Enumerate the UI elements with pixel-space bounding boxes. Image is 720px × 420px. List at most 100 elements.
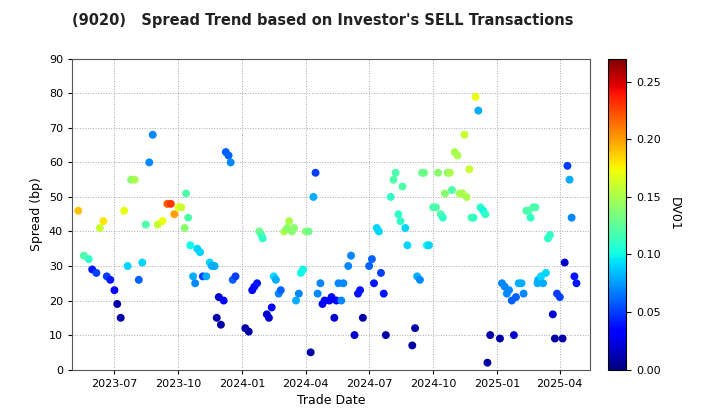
Point xyxy=(566,214,577,221)
Point xyxy=(554,294,565,300)
Point xyxy=(315,280,326,286)
Point xyxy=(499,284,510,290)
Point xyxy=(227,276,238,283)
Point xyxy=(194,249,206,255)
Point xyxy=(530,204,541,211)
Point xyxy=(506,297,518,304)
Point xyxy=(140,221,151,228)
Point xyxy=(310,169,321,176)
Point xyxy=(423,242,435,249)
Point xyxy=(182,214,194,221)
X-axis label: Trade Date: Trade Date xyxy=(297,394,366,407)
Point xyxy=(373,228,384,235)
Point xyxy=(78,252,89,259)
Point xyxy=(569,273,580,280)
Point xyxy=(109,287,120,294)
Point xyxy=(307,194,319,200)
Point xyxy=(533,276,544,283)
Point xyxy=(513,280,524,286)
Point xyxy=(273,290,284,297)
Point xyxy=(275,287,287,294)
Point xyxy=(129,176,140,183)
Point xyxy=(352,290,364,297)
Point xyxy=(243,328,254,335)
Point xyxy=(343,262,354,269)
Point xyxy=(375,270,387,276)
Point xyxy=(402,242,413,249)
Point xyxy=(215,321,227,328)
Point xyxy=(508,332,520,339)
Point xyxy=(564,176,575,183)
Point xyxy=(557,335,568,342)
Point xyxy=(222,152,234,159)
Point xyxy=(290,297,302,304)
Point xyxy=(206,262,217,269)
Point xyxy=(477,207,489,214)
Point xyxy=(168,211,180,218)
Point xyxy=(137,259,148,266)
Point xyxy=(147,131,158,138)
Point xyxy=(371,225,382,231)
Point xyxy=(300,228,312,235)
Point xyxy=(354,287,366,294)
Point xyxy=(346,252,357,259)
Point xyxy=(368,280,379,286)
Point xyxy=(133,276,145,283)
Point xyxy=(125,176,137,183)
Point xyxy=(395,218,406,224)
Point xyxy=(257,235,269,242)
Point xyxy=(143,159,155,166)
Point xyxy=(204,259,215,266)
Point xyxy=(390,169,401,176)
Point xyxy=(303,228,315,235)
Point xyxy=(118,207,130,214)
Point xyxy=(246,287,258,294)
Point xyxy=(115,315,127,321)
Point xyxy=(333,280,344,286)
Point xyxy=(535,273,546,280)
Point xyxy=(266,304,277,311)
Point xyxy=(192,245,203,252)
Point xyxy=(446,186,458,193)
Point xyxy=(562,163,573,169)
Point xyxy=(516,280,527,286)
Point xyxy=(456,190,468,197)
Point xyxy=(472,107,484,114)
Point xyxy=(366,256,378,262)
Point xyxy=(528,204,539,211)
Point xyxy=(485,332,496,339)
Point xyxy=(338,280,349,286)
Point xyxy=(357,315,369,321)
Point xyxy=(97,218,109,224)
Point xyxy=(540,270,552,276)
Point xyxy=(387,176,399,183)
Point xyxy=(330,297,342,304)
Point xyxy=(400,225,411,231)
Point xyxy=(211,315,222,321)
Point xyxy=(240,325,251,331)
Point xyxy=(101,273,112,280)
Point xyxy=(261,311,273,318)
Point xyxy=(461,194,472,200)
Point xyxy=(336,297,347,304)
Point xyxy=(544,231,556,238)
Text: (9020)   Spread Trend based on Investor's SELL Transactions: (9020) Spread Trend based on Investor's … xyxy=(72,13,574,28)
Y-axis label: DV01: DV01 xyxy=(667,197,680,231)
Point xyxy=(73,207,84,214)
Point xyxy=(537,280,549,286)
Point xyxy=(319,297,330,304)
Point xyxy=(83,256,94,262)
Point xyxy=(213,294,225,300)
Point xyxy=(86,266,98,273)
Point xyxy=(225,159,236,166)
Point xyxy=(253,228,265,235)
Point xyxy=(409,325,420,331)
Point xyxy=(94,225,106,231)
Point xyxy=(248,284,260,290)
Point xyxy=(286,228,297,235)
Point xyxy=(421,242,433,249)
Point xyxy=(380,332,392,339)
Point xyxy=(532,280,544,286)
Point xyxy=(282,225,293,231)
Point xyxy=(165,200,176,207)
